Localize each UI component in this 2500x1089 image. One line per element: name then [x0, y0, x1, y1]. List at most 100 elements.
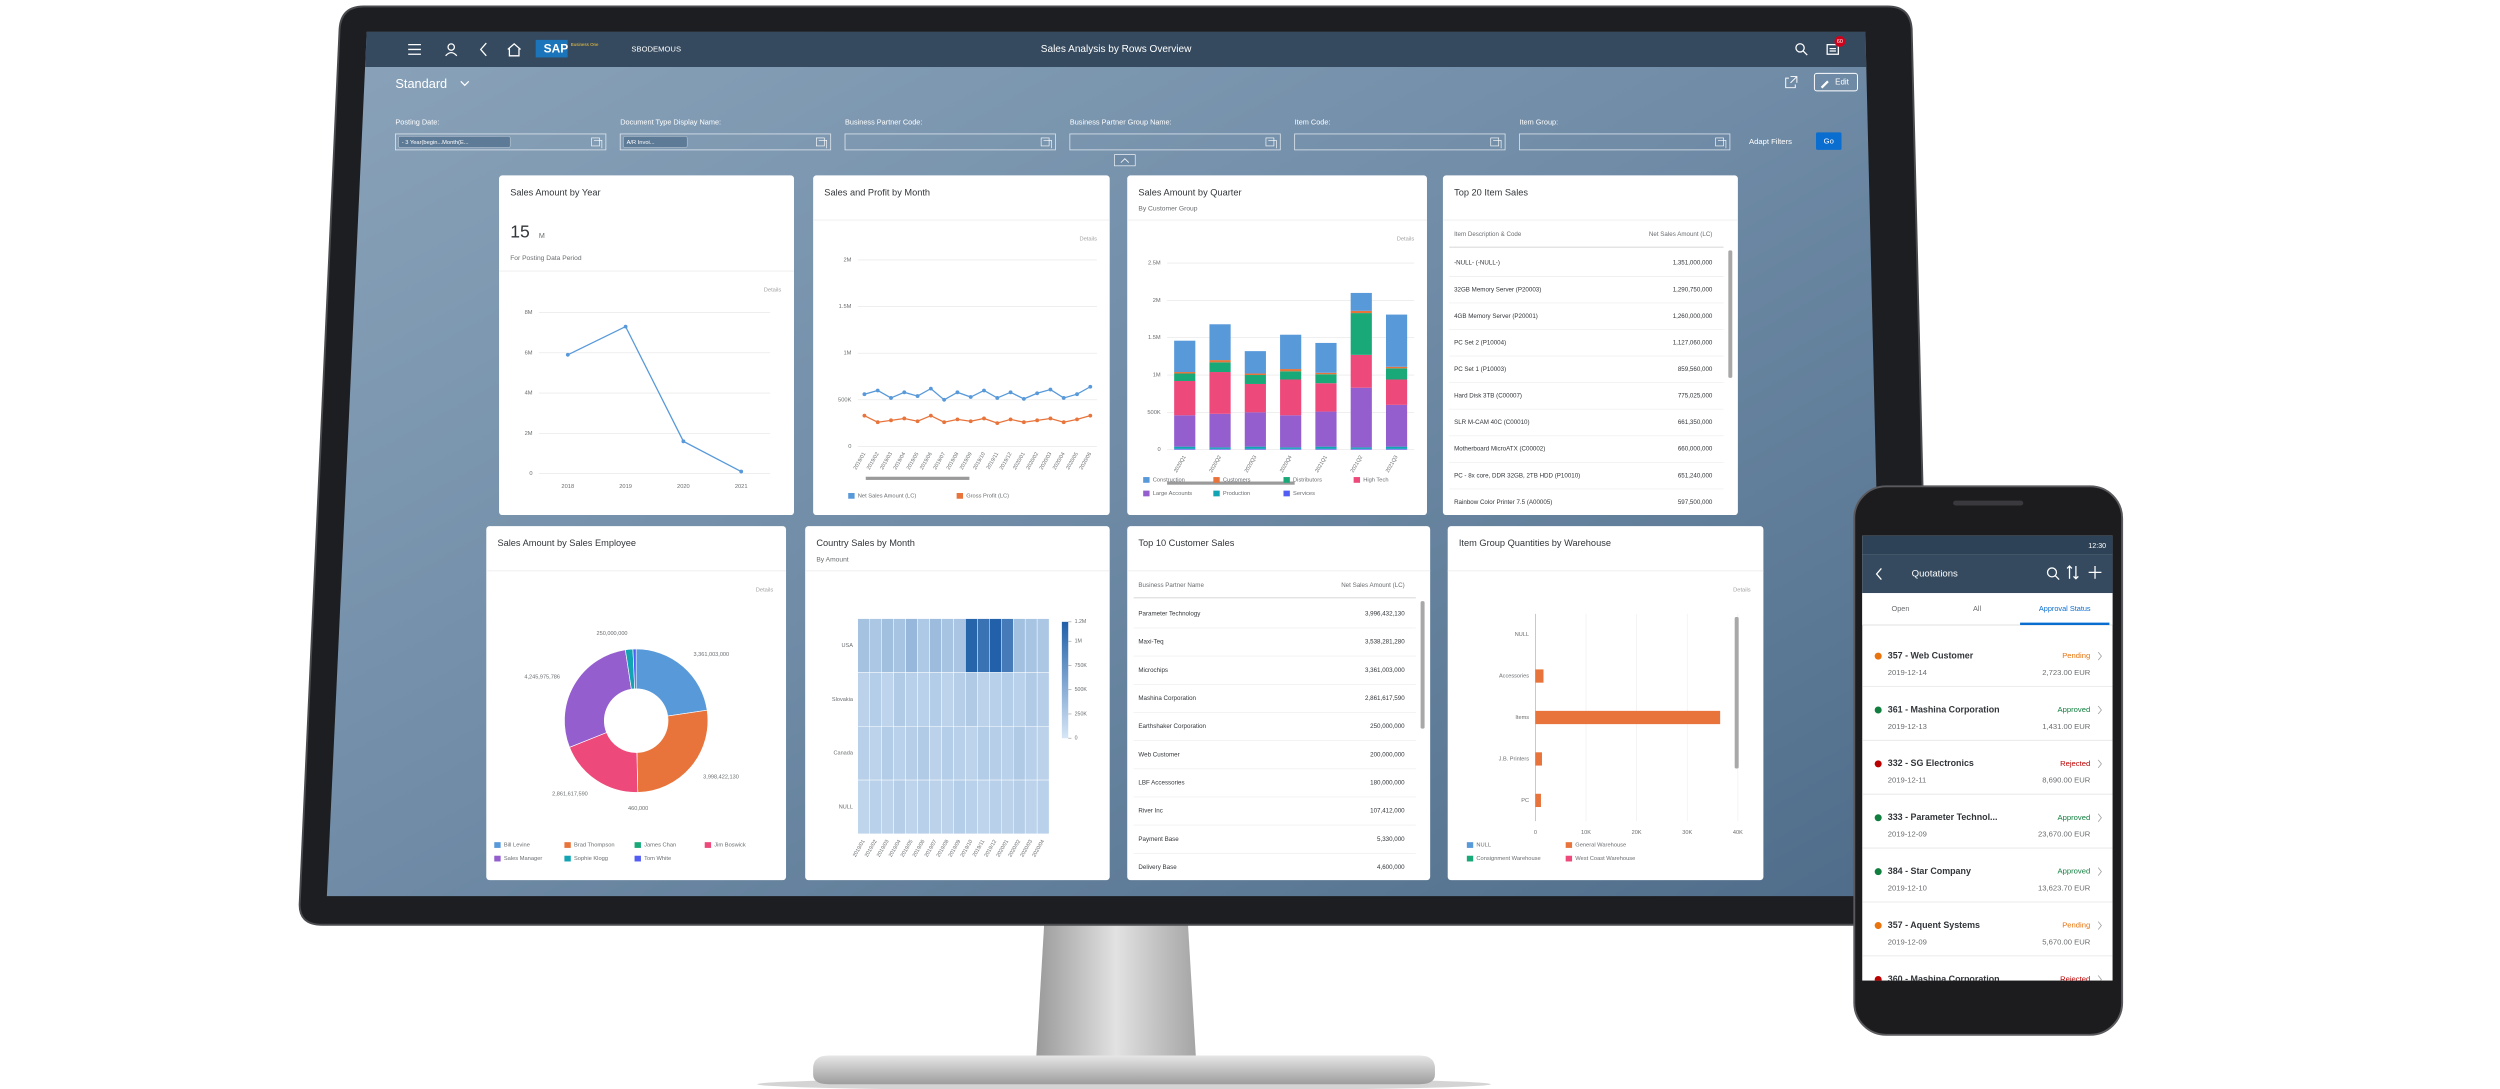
heat-cell — [953, 672, 966, 727]
go-label: Go — [1824, 137, 1834, 146]
heat-cell — [1012, 672, 1026, 727]
variant-chevron[interactable] — [460, 80, 470, 87]
heat-cell — [953, 618, 966, 673]
value-help[interactable] — [1265, 137, 1277, 149]
go-button[interactable] — [1816, 132, 1842, 150]
quotation-name[interactable]: 384 - Star Company — [1888, 866, 1971, 876]
filter-label: Business Partner Code: — [845, 118, 922, 127]
filter-input[interactable] — [1294, 133, 1506, 151]
filter-input[interactable] — [844, 133, 1056, 151]
point — [889, 396, 893, 400]
back-icon[interactable] — [479, 42, 487, 57]
bar-segment — [1350, 354, 1372, 388]
badge — [1834, 36, 1846, 47]
table-cell: 1,351,000,000 — [1673, 260, 1713, 267]
row-chevron — [2097, 705, 2102, 715]
logo-text: SAP — [544, 42, 569, 56]
heat-cell — [869, 779, 882, 835]
heat-cell — [881, 726, 894, 781]
heat-cell — [917, 672, 930, 727]
point — [902, 416, 907, 421]
heat-cell — [1036, 726, 1050, 781]
details-link[interactable]: Details — [1079, 237, 1097, 243]
table-cell: 4,600,000 — [1377, 864, 1405, 871]
quotation-name[interactable]: 333 - Parameter Technol... — [1888, 812, 1998, 822]
heat-cell — [1001, 618, 1014, 673]
phone-tab[interactable]: All — [1973, 604, 1982, 613]
legend-swatch — [494, 842, 501, 848]
value-help[interactable] — [1490, 137, 1502, 149]
details-link[interactable]: Details — [1397, 237, 1415, 243]
column-header: Net Sales Amount (LC) — [1649, 231, 1712, 238]
shell-bar — [365, 31, 1867, 67]
phone-tab[interactable]: Approval Status — [2039, 604, 2091, 613]
edit-button[interactable] — [1813, 72, 1858, 92]
card[interactable] — [486, 526, 787, 881]
filter-input[interactable] — [395, 133, 607, 151]
logo-subtitle: Business One — [571, 42, 599, 47]
variant-title[interactable]: Standard — [395, 76, 447, 91]
value-help[interactable] — [1715, 137, 1727, 149]
phone-list: 357 - Web Customer 2019-12-14 Pending 2,723… — [1862, 650, 2113, 984]
user-icon[interactable] — [447, 43, 456, 51]
legend-label: Brad Thompson — [574, 843, 615, 849]
collapse-header[interactable] — [1114, 154, 1136, 167]
value-help[interactable] — [816, 137, 828, 149]
heat-cell — [941, 672, 954, 727]
value-help[interactable] — [1040, 137, 1052, 149]
card-title: Sales Amount by Quarter — [1138, 187, 1241, 197]
row-chevron — [2097, 867, 2102, 876]
quotation-status: Rejected — [2060, 974, 2090, 983]
scale-label: 750K — [1075, 663, 1088, 669]
heat-cell — [953, 779, 966, 835]
quotation-name[interactable]: 360 - Mashina Corporation — [1888, 974, 2000, 984]
legend-swatch — [848, 493, 855, 499]
x-tick-label: 2021 — [735, 484, 748, 490]
x-tick-label: 10K — [1581, 830, 1591, 836]
card[interactable] — [1127, 526, 1431, 881]
phone-search-handle — [2054, 575, 2060, 581]
notifications-icon[interactable] — [1826, 44, 1839, 55]
table-cell: 1,260,000,000 — [1673, 313, 1713, 320]
details-link[interactable]: Details — [1733, 587, 1751, 593]
y-tick-label: 8M — [525, 310, 533, 316]
card[interactable] — [813, 175, 1110, 516]
home-icon[interactable] — [507, 43, 521, 57]
legend-label: Distributors — [1293, 477, 1322, 483]
quotation-name[interactable]: 332 - SG Electronics — [1888, 758, 1974, 768]
filter-label: Posting Date: — [395, 118, 439, 127]
y-tick-label: NULL — [1515, 632, 1529, 638]
heat-cell — [869, 672, 882, 727]
quotation-name[interactable]: 361 - Mashina Corporation — [1888, 704, 2000, 714]
legend-swatch — [1283, 477, 1290, 483]
search-icon[interactable] — [1795, 43, 1805, 53]
card[interactable] — [499, 175, 795, 516]
card[interactable] — [1442, 175, 1738, 516]
card[interactable] — [1447, 526, 1764, 881]
details-link[interactable]: Details — [756, 587, 774, 593]
details-link[interactable]: Details — [764, 288, 782, 294]
share-icon[interactable] — [1785, 76, 1798, 89]
filter-input[interactable] — [1519, 133, 1731, 151]
quotation-name[interactable]: 357 - Aquent Systems — [1888, 920, 1980, 930]
phone-tab[interactable]: Open — [1892, 604, 1910, 613]
quotation-amount: 5,670.00 EUR — [2042, 937, 2090, 946]
card[interactable] — [1127, 175, 1427, 516]
kpi-unit: M — [539, 232, 545, 240]
heat-cell — [1024, 779, 1038, 835]
quotation-amount: 23,670.00 EUR — [2038, 830, 2091, 839]
adapt-filters[interactable]: Adapt Filters — [1749, 137, 1792, 146]
legend-label: High Tech — [1363, 477, 1388, 483]
heat-cell — [1024, 726, 1038, 781]
filter-input[interactable] — [1069, 133, 1281, 151]
phone-add[interactable] — [2088, 566, 2102, 579]
phone-sort[interactable] — [2066, 565, 2079, 580]
phone-search[interactable] — [2046, 567, 2058, 578]
filter-input[interactable] — [619, 133, 832, 151]
menu-icon[interactable] — [408, 44, 421, 55]
point — [955, 417, 960, 422]
quotation-name[interactable]: 357 - Web Customer — [1888, 650, 1974, 660]
phone-back[interactable] — [1875, 568, 1882, 580]
heat-cell — [929, 779, 942, 835]
value-help[interactable] — [591, 137, 603, 149]
